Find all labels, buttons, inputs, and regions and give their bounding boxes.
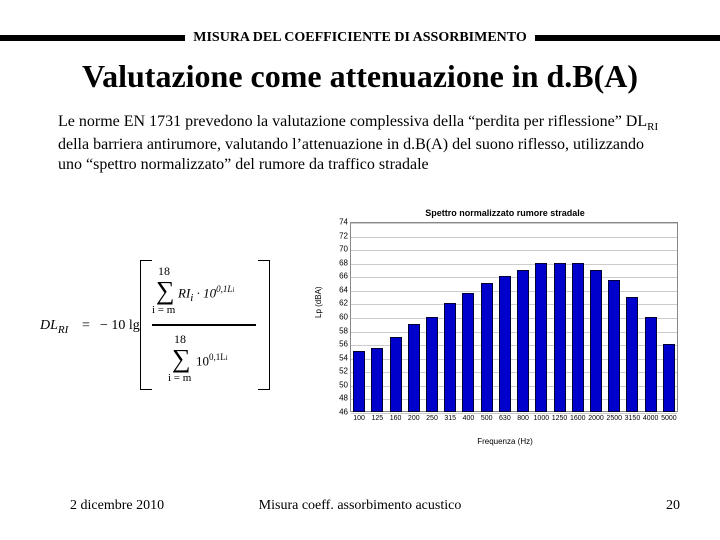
bar	[390, 337, 402, 412]
x-tick-label: 2000	[586, 415, 606, 422]
bracket-left	[140, 260, 152, 390]
x-tick-label: 800	[513, 415, 533, 422]
x-tick-label: 3150	[622, 415, 642, 422]
header-rule-right	[535, 35, 720, 41]
body-part2: della barriera antirumore, valutando l’a…	[58, 136, 644, 173]
y-tick-label: 52	[328, 367, 348, 376]
bar	[408, 324, 420, 412]
header-text: MISURA DEL COEFFICIENTE DI ASSORBIMENTO	[185, 30, 534, 46]
footer-page: 20	[666, 498, 680, 514]
bar	[645, 317, 657, 412]
x-tick-label: 200	[404, 415, 424, 422]
body-paragraph: Le norme EN 1731 prevedono la valutazion…	[58, 112, 670, 175]
x-tick-label: 5000	[659, 415, 679, 422]
sum-num-lower: i = m	[152, 304, 175, 316]
bar	[572, 263, 584, 412]
x-tick-label: 100	[349, 415, 369, 422]
formula-eq: =	[82, 318, 90, 334]
bar	[371, 348, 383, 412]
bracket-right	[258, 260, 270, 390]
grid-line	[351, 413, 677, 414]
y-tick-label: 50	[328, 380, 348, 389]
y-tick-label: 74	[328, 218, 348, 227]
bar	[554, 263, 566, 412]
y-tick-label: 70	[328, 245, 348, 254]
bar	[590, 270, 602, 413]
page-title: Valutazione come attenuazione in d.B(A)	[0, 58, 720, 95]
numerator-expr: RIi · 100,1Li	[178, 284, 234, 304]
footer-center: Misura coeff. assorbimento acustico	[0, 498, 720, 514]
x-tick-label: 125	[367, 415, 387, 422]
bar	[353, 351, 365, 412]
bar	[663, 344, 675, 412]
x-tick-label: 400	[458, 415, 478, 422]
sum-den-lower: i = m	[168, 372, 191, 384]
x-tick-label: 250	[422, 415, 442, 422]
bar-chart: Spettro normalizzato rumore stradale Lp …	[320, 208, 690, 448]
fraction-line	[152, 324, 256, 326]
x-tick-label: 2500	[604, 415, 624, 422]
y-tick-label: 66	[328, 272, 348, 281]
sigma-num: ∑	[156, 278, 175, 304]
y-tick-label: 58	[328, 326, 348, 335]
x-tick-label: 500	[477, 415, 497, 422]
bar	[517, 270, 529, 413]
formula-lhs: DLRI	[40, 318, 68, 336]
bar	[444, 303, 456, 412]
chart-title: Spettro normalizzato rumore stradale	[320, 208, 690, 218]
x-tick-label: 4000	[641, 415, 661, 422]
x-tick-label: 1000	[531, 415, 551, 422]
bar	[535, 263, 547, 412]
bar	[462, 293, 474, 412]
y-tick-label: 56	[328, 340, 348, 349]
header-rule-left	[0, 35, 185, 41]
y-tick-label: 54	[328, 353, 348, 362]
bar	[626, 297, 638, 412]
x-tick-label: 315	[440, 415, 460, 422]
x-tick-label: 1600	[568, 415, 588, 422]
footer: 2 dicembre 2010 Misura coeff. assorbimen…	[0, 498, 720, 518]
x-tick-label: 630	[495, 415, 515, 422]
bars-container	[350, 222, 678, 412]
bar	[426, 317, 438, 412]
formula-coef: − 10 lg	[100, 318, 140, 334]
y-tick-label: 72	[328, 231, 348, 240]
y-axis-label: Lp (dBA)	[314, 286, 323, 318]
y-tick-label: 60	[328, 313, 348, 322]
x-tick-label: 1250	[550, 415, 570, 422]
header-band: MISURA DEL COEFFICIENTE DI ASSORBIMENTO	[0, 30, 720, 46]
denominator-expr: 100,1Li	[196, 352, 228, 369]
x-tick-label: 160	[386, 415, 406, 422]
y-tick-label: 62	[328, 299, 348, 308]
body-part1: Le norme EN 1731 prevedono la valutazion…	[58, 113, 647, 130]
bar	[499, 276, 511, 412]
x-axis-label: Frequenza (Hz)	[320, 437, 690, 446]
y-tick-label: 46	[328, 408, 348, 417]
formula: DLRI = − 10 lg 18 ∑ i = m RIi · 100,1Li …	[40, 260, 270, 400]
y-tick-label: 68	[328, 258, 348, 267]
sigma-den: ∑	[172, 346, 191, 372]
bar	[608, 280, 620, 412]
y-tick-label: 64	[328, 285, 348, 294]
y-tick-label: 48	[328, 394, 348, 403]
bar	[481, 283, 493, 412]
body-sub1: RI	[647, 121, 658, 133]
